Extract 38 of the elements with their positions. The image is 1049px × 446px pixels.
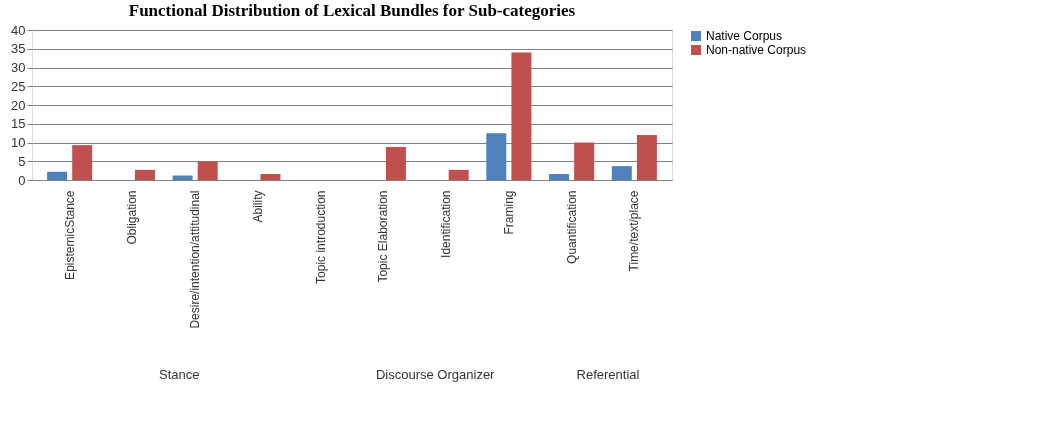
text: Discourse Organizer [375,367,496,382]
legend-label: Non-native Corpus [706,43,807,57]
bar [134,169,155,180]
y-tick-label: 30 [11,60,26,75]
x-tick-label: Ability [250,190,265,223]
x-tick-label: Identification [439,190,454,258]
text: Stance [158,367,200,382]
bar [260,174,281,180]
bar [385,147,406,180]
x-tick-label: Desire/intention/attitudinal [188,190,203,329]
bar [511,52,532,180]
y-tick-label: 25 [11,78,26,94]
y-tick-label: 5 [18,153,26,169]
y-tick-label: 40 [11,22,26,38]
legend-label: Native Corpus [706,29,783,43]
y-tick-label: 15 [11,116,26,132]
chart-title: Functional Distribution of Lexical Bundles for Sub-categories [128,1,576,20]
bar [574,142,595,180]
x-tick-label: Obligation [125,190,140,245]
bar [636,135,657,180]
y-tick-label: 20 [11,97,26,113]
x-tick-label: Framing [501,190,516,235]
x-tick-label: Topic Elaboration [376,190,391,283]
y-tick-label: 0 [18,172,26,188]
x-tick-label: Topic introduction [313,190,328,284]
bar [611,166,632,180]
bar [486,133,507,180]
text: Referential [576,367,640,382]
bar [448,169,469,180]
bar [197,161,218,180]
x-tick-label: EpistemicStance [62,190,77,280]
x-tick-label: Quantification [564,190,579,264]
bar [549,174,570,180]
bar [72,145,93,180]
bar [47,171,68,180]
y-tick-label: 35 [11,41,26,57]
y-tick-label: 10 [11,135,26,150]
x-tick-label: Time/text/place [627,190,642,272]
